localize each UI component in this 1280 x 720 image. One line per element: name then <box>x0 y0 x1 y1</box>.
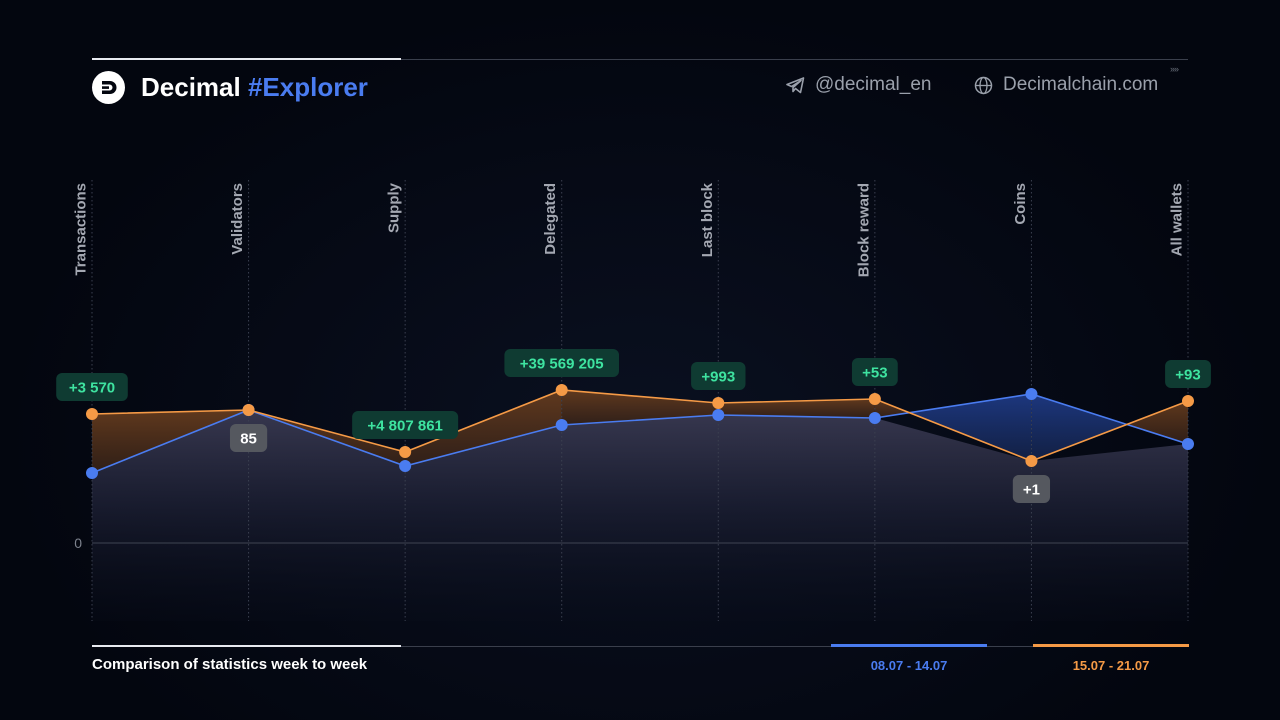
badge-label: +53 <box>862 365 887 382</box>
category-label: Validators <box>229 183 246 255</box>
neutral-badge <box>1012 475 1051 503</box>
chevrons-icon: ›››› <box>1170 64 1179 74</box>
website-url: Decimalchain.com <box>1003 74 1159 95</box>
data-point <box>555 419 568 431</box>
data-point <box>86 408 98 420</box>
increase-badge <box>1165 360 1211 388</box>
gap-area-decrease <box>1031 394 1127 461</box>
lower-area-fill <box>92 410 1188 621</box>
y-axis-zero-label: 0 <box>74 535 82 551</box>
brand-title: Decimal #Explorer <box>141 72 368 103</box>
category-label: Delegated <box>542 183 559 255</box>
badge-label: 85 <box>240 431 257 448</box>
series-line <box>91 393 1189 474</box>
footer-title: Comparison of statistics week to week <box>92 656 368 673</box>
badge-label: +4 807 861 <box>367 418 443 435</box>
badge-label: +993 <box>701 369 735 386</box>
gap-area-increase <box>1126 401 1188 444</box>
data-point <box>868 393 881 405</box>
globe-icon <box>974 76 993 94</box>
data-point <box>1025 455 1038 467</box>
gap-area-increase <box>718 399 875 418</box>
increase-badge <box>851 358 898 386</box>
badge-label: +93 <box>1175 367 1200 384</box>
gap-area-increase <box>405 390 562 466</box>
header-divider-accent <box>92 58 401 60</box>
category-label: Supply <box>386 182 403 233</box>
badge-label: +1 <box>1023 482 1040 499</box>
data-point <box>1182 395 1194 407</box>
telegram-icon <box>786 76 805 93</box>
telegram-link[interactable]: @decimal_en <box>786 74 931 96</box>
increase-badge <box>504 349 620 377</box>
data-point <box>399 460 412 472</box>
data-point <box>242 404 255 416</box>
category-label: Last block <box>699 182 716 257</box>
website-link[interactable]: Decimalchain.com <box>974 74 1158 96</box>
series-line <box>91 389 1189 462</box>
data-point <box>868 412 881 424</box>
footer-divider <box>92 646 1188 647</box>
legend-bar-week-1 <box>831 644 987 647</box>
data-point <box>86 467 98 479</box>
increase-badge <box>56 373 128 401</box>
data-point <box>1182 438 1194 450</box>
data-point <box>1025 388 1038 400</box>
neutral-badge <box>229 424 268 452</box>
data-point <box>712 409 725 421</box>
data-point <box>555 384 568 396</box>
category-label: Block reward <box>855 183 872 277</box>
increase-badge <box>691 362 746 390</box>
category-label: Transactions <box>73 183 90 276</box>
header-divider <box>92 59 1188 60</box>
telegram-handle: @decimal_en <box>815 74 932 95</box>
badge-label: +39 569 205 <box>520 356 604 373</box>
data-point <box>399 446 412 458</box>
decimal-logo-icon <box>92 71 125 104</box>
gap-area-decrease <box>909 394 1032 461</box>
badge-label: +3 570 <box>69 380 115 397</box>
category-label: Coins <box>1012 183 1029 225</box>
legend-bar-week-2 <box>1033 644 1189 647</box>
brand-name: Decimal <box>141 72 241 102</box>
footer-divider-accent <box>92 645 401 647</box>
data-point <box>712 397 725 409</box>
legend-label-week-2: 15.07 - 21.07 <box>1072 658 1150 673</box>
increase-badge <box>352 411 459 439</box>
brand-highlight: #Explorer <box>247 72 368 102</box>
legend-label-week-1: 08.07 - 14.07 <box>870 658 948 673</box>
category-label: All wallets <box>1169 183 1186 256</box>
gap-area-increase <box>561 390 719 425</box>
